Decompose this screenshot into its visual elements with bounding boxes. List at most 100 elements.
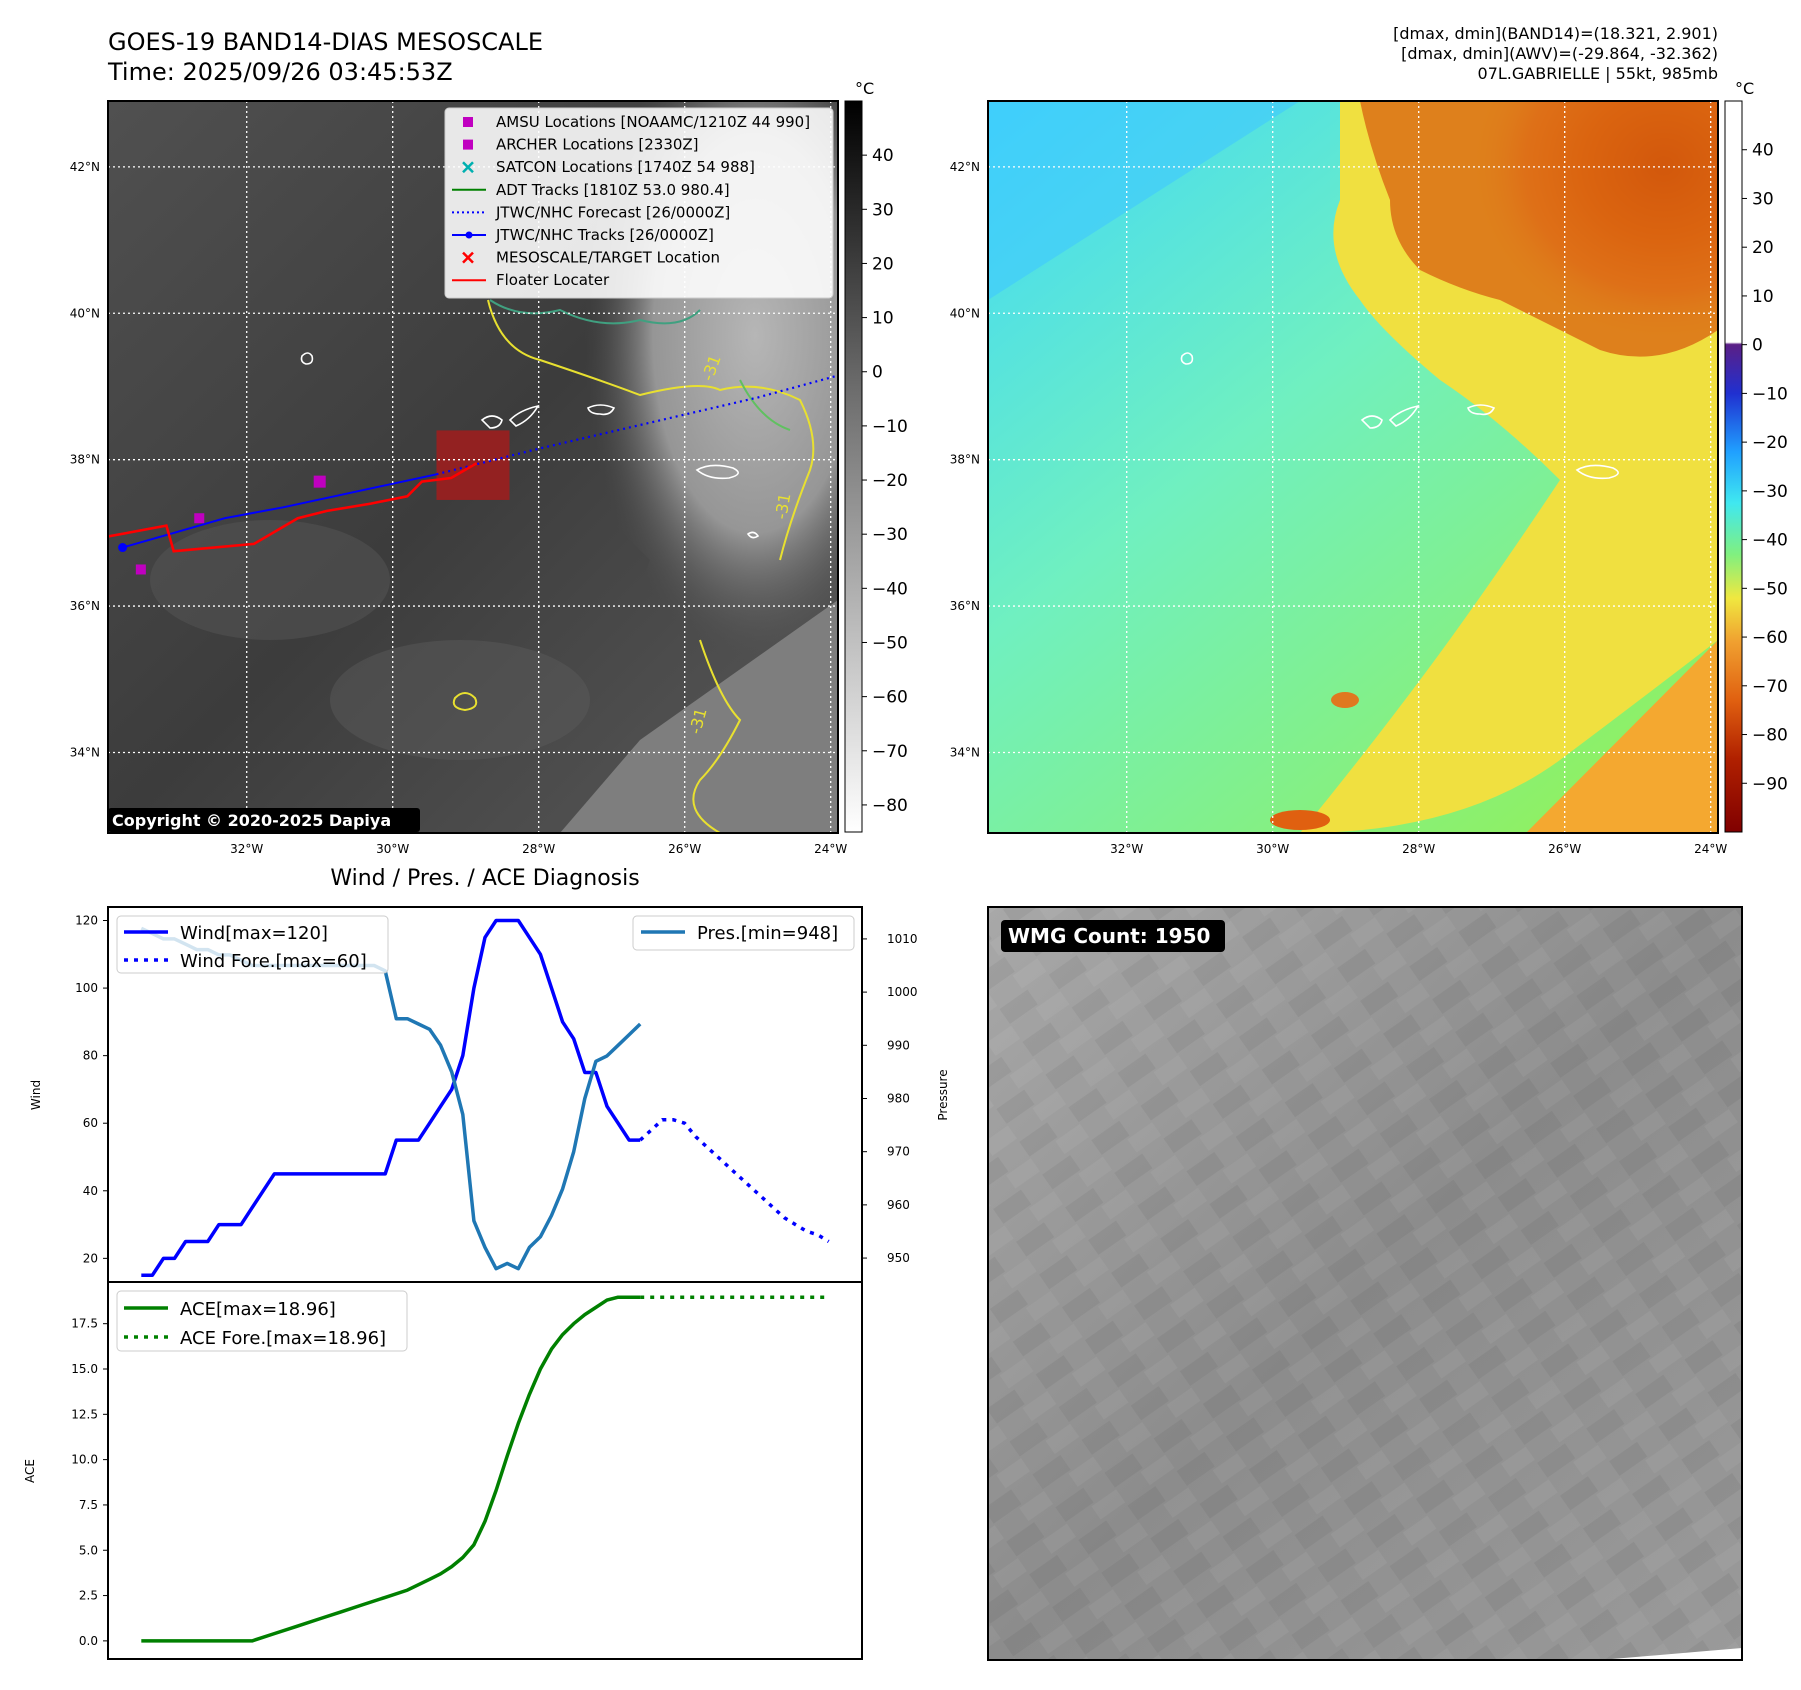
- diagnosis-title: Wind / Pres. / ACE Diagnosis: [330, 866, 639, 891]
- lon-tick-label: 28°W: [522, 842, 555, 856]
- awv-convective-cell: [1331, 692, 1359, 708]
- lon-tick-label: 24°W: [1694, 842, 1727, 856]
- copyright-text: Copyright © 2020-2025 Dapiya: [112, 811, 391, 830]
- y-tick-label: 20: [83, 1251, 98, 1265]
- stats-band14: [dmax, dmin](BAND14)=(18.321, 2.901): [1393, 24, 1718, 43]
- ir-low-cloud: [150, 520, 390, 640]
- awv-colorbar-ticks: 40 30 20 10 0 −10 −20 −30 −40 −50 −60 −70 −80 −90: [1742, 141, 1788, 794]
- y-tick-label: 12.5: [71, 1407, 98, 1421]
- colorbar-tick-label: −50: [1752, 579, 1788, 599]
- y-tick-label: 0.0: [79, 1634, 98, 1648]
- series-pres-line: [140, 926, 642, 1271]
- legend-label: JTWC/NHC Tracks [26/0000Z]: [495, 226, 714, 244]
- colorbar-tick-label: −90: [1752, 774, 1788, 794]
- legend-square-marker: [463, 139, 473, 150]
- wmg-frame: [987, 906, 1743, 1661]
- colorbar-tick-label: −10: [1752, 384, 1788, 404]
- colorbar-tick-label: 20: [872, 254, 894, 274]
- y-tick-label: 7.5: [79, 1498, 98, 1512]
- island-outline: [1180, 352, 1619, 480]
- colorbar-tick-label: 0: [1752, 336, 1763, 356]
- island-outline: [695, 464, 739, 480]
- y-tick-label: 15.0: [71, 1362, 98, 1376]
- lat-tick-label: 38°N: [70, 453, 100, 467]
- awv-cold-tops: [1360, 101, 1718, 357]
- wmg-no-data-corner: [1600, 1648, 1742, 1660]
- pressure-legend-label: Pres.[min=948]: [697, 923, 838, 944]
- awv-lon-labels: 32°W 30°W 28°W 26°W 24°W: [1110, 842, 1727, 856]
- lat-tick-label: 38°N: [950, 453, 980, 467]
- lon-tick-label: 28°W: [1402, 842, 1435, 856]
- amsu-marker: [135, 564, 146, 575]
- lat-tick-label: 40°N: [70, 306, 100, 320]
- jtwc-forecast-line: [436, 374, 838, 476]
- wmg-panel: WMG Count: 1950: [987, 906, 1743, 1661]
- pressure-axis-label: Pressure: [936, 1069, 950, 1120]
- awv-map-frame: [987, 100, 1719, 834]
- colorbar-tick-label: −20: [872, 471, 908, 491]
- colorbar-tick-label: 10: [872, 309, 894, 329]
- y2-tick-label: 960: [887, 1198, 910, 1212]
- legend-square-marker: [463, 117, 473, 127]
- y2-tick-label: 950: [887, 1251, 910, 1265]
- copyright-box: [108, 808, 420, 832]
- ir-contour-line: [487, 299, 815, 561]
- awv-no-data-wedge: [1526, 640, 1718, 833]
- ir-contour-line: [692, 639, 742, 833]
- stats-awv: [dmax, dmin](AWV)=(-29.864, -32.362): [1401, 44, 1718, 63]
- ir-legend: AMSU Locations [NOAAMC/1210Z 44 990] ARCH…: [444, 107, 834, 299]
- ir-contour-line: [739, 379, 791, 431]
- ir-legend-box: [444, 107, 834, 299]
- lat-tick-label: 40°N: [950, 306, 980, 320]
- ace-axis-label: ACE: [23, 1459, 37, 1483]
- colorbar-tick-label: 10: [1752, 287, 1774, 307]
- wind-fore-legend-label: Wind Fore.[max=60]: [180, 951, 367, 972]
- y2-tick-label: 980: [887, 1091, 910, 1105]
- ace-legend-label: ACE[max=18.96]: [180, 1299, 336, 1320]
- lat-tick-label: 42°N: [950, 160, 980, 174]
- colorbar-tick-label: 0: [872, 363, 883, 383]
- jtwc-track-point: [118, 543, 128, 553]
- amsu-points: [135, 513, 205, 575]
- colorbar-tick-label: −80: [872, 796, 908, 816]
- y-tick-label: 17.5: [71, 1317, 98, 1331]
- amsu-marker: [194, 513, 205, 524]
- awv-colorbar: [1724, 100, 1743, 833]
- awv-gridlines: [988, 101, 1718, 833]
- wmg-texture: [988, 907, 1742, 1660]
- y2-tick-label: 1000: [887, 985, 918, 999]
- colorbar-tick-label: −20: [1752, 433, 1788, 453]
- legend-label: JTWC/NHC Forecast [26/0000Z]: [495, 203, 730, 221]
- lat-tick-label: 34°N: [950, 745, 980, 759]
- figure-time: Time: 2025/09/26 03:45:53Z: [107, 58, 453, 86]
- ace-legend: ACE[max=18.96] ACE Fore.[max=18.96]: [116, 1290, 408, 1352]
- legend-label: SATCON Locations [1740Z 54 988]: [496, 158, 755, 176]
- awv-map-panel: 42°N 40°N 38°N 36°N 34°N 32°W 30°W 28°W 26°W 24°…: [950, 79, 1788, 856]
- contour-label: -31: [771, 492, 794, 521]
- island-outline: [480, 404, 540, 429]
- ir-low-cloud: [330, 640, 590, 760]
- ir-map-panel: -31 -31 -31 42°N40°N38°N36°N34°N 32°W 30°…: [70, 79, 908, 856]
- wind-pressure-chart: 20 40 60 80 100 120 950 960 970 980 990 1000 1010 W…: [29, 906, 950, 1283]
- lat-tick-label: 36°N: [950, 599, 980, 613]
- legend-x-marker: [462, 161, 474, 174]
- lon-tick-label: 26°W: [1548, 842, 1581, 856]
- legend-x-marker: [462, 251, 474, 264]
- archer-marker: [313, 475, 326, 488]
- y2-tick-label: 1010: [887, 932, 918, 946]
- colorbar-tick-label: −30: [1752, 482, 1788, 502]
- wind-legend: Wind[max=120] Wind Fore.[max=60]: [116, 915, 389, 974]
- pressure-legend-box: [632, 915, 855, 951]
- y-tick-label: 2.5: [79, 1589, 98, 1603]
- legend-label: AMSU Locations [NOAAMC/1210Z 44 990]: [496, 113, 810, 131]
- y-tick-label: 10.0: [71, 1453, 98, 1467]
- ir-no-data-wedge: [560, 600, 838, 833]
- awv-dry-region: [988, 101, 1300, 300]
- legend-label: Floater Locater: [496, 271, 610, 289]
- storm-info: 07L.GABRIELLE | 55kt, 985mb: [1478, 64, 1718, 83]
- ir-colorbar: [844, 100, 863, 833]
- ir-lon-labels: 32°W 30°W 28°W 26°W 24°W: [230, 842, 847, 856]
- colorbar-tick-label: 30: [1752, 189, 1774, 209]
- lon-tick-label: 30°W: [1256, 842, 1289, 856]
